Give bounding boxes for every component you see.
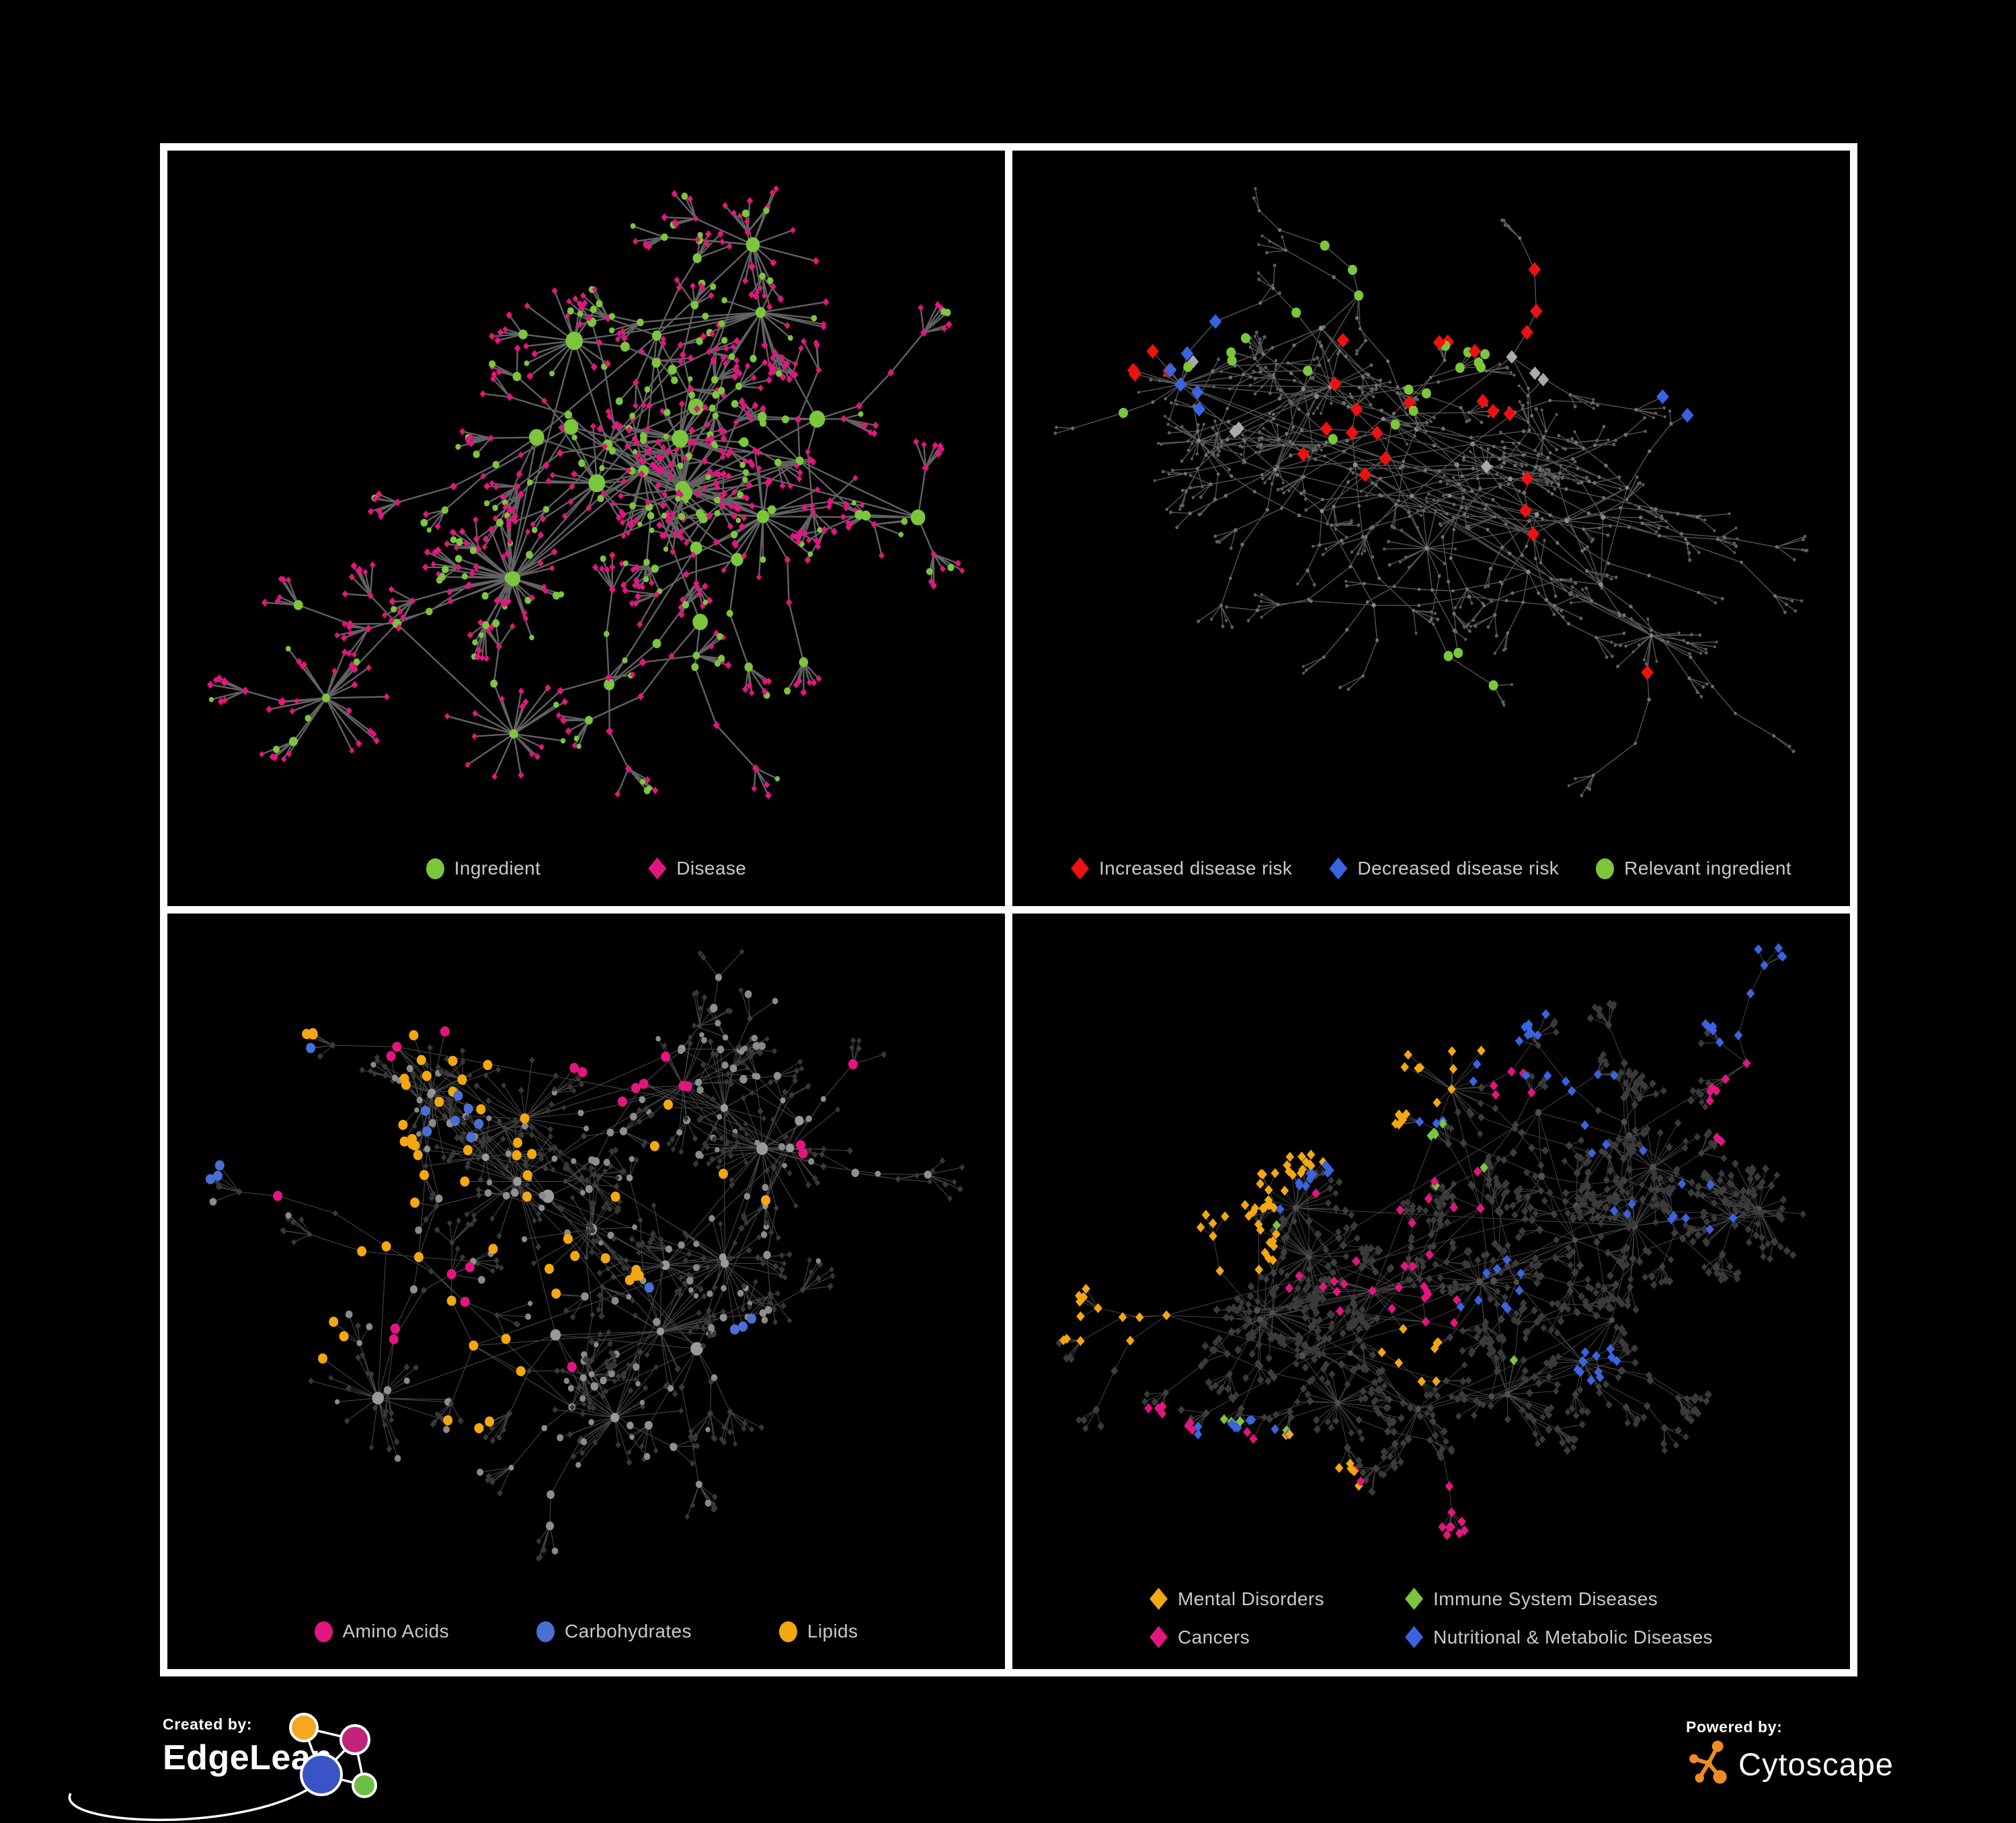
- legend-label: Lipids: [807, 1621, 858, 1642]
- legend-label: Cancers: [1178, 1626, 1250, 1648]
- disease-risk-network-graph: [1053, 187, 1809, 797]
- ingredient-disease-network-graph: [206, 185, 965, 800]
- panels-frame: Ingredient Disease Increased disease risk…: [160, 143, 1857, 1676]
- diamond-symbol: [1070, 857, 1089, 880]
- panel-disease-classes: Mental Disorders Immune System Diseases Ca…: [1012, 914, 1850, 1669]
- legend-item-amino-acids: Amino Acids: [314, 1621, 450, 1642]
- legend-item-carbohydrates: Carbohydrates: [536, 1621, 692, 1642]
- diamond-symbol: [1329, 857, 1348, 880]
- legend-label: Amino Acids: [342, 1621, 450, 1642]
- diamond-symbol: [1405, 1626, 1424, 1648]
- edgeleap-node-orange: [289, 1713, 319, 1742]
- cytoscape-logo-row: Cytoscape: [1686, 1739, 1968, 1789]
- legend-nutrient-classes: Amino Acids Carbohydrates Lipids: [167, 1594, 1005, 1669]
- powered-by-label: Powered by:: [1686, 1718, 1783, 1736]
- diamond-symbol: [1405, 1588, 1424, 1610]
- edgeleap-node-blue: [300, 1753, 343, 1796]
- cytoscape-node: [1711, 1740, 1724, 1752]
- legend-item-ingredient: Ingredient: [426, 858, 541, 879]
- legend-label: Ingredient: [454, 858, 541, 879]
- nutrient-class-network-graph: [205, 948, 965, 1562]
- legend-label: Carbohydrates: [565, 1621, 692, 1642]
- cytoscape-node: [1705, 1760, 1712, 1767]
- diamond-symbol: [1150, 1588, 1168, 1610]
- legend-item-relevant-ingredient: Relevant ingredient: [1596, 858, 1791, 879]
- circle-symbol: [314, 1621, 333, 1642]
- legend-label: Decreased disease risk: [1357, 858, 1560, 879]
- legend-label: Immune System Diseases: [1433, 1588, 1658, 1609]
- legend-disease-classes: Mental Disorders Immune System Diseases Ca…: [1012, 1567, 1850, 1669]
- circle-symbol: [426, 858, 444, 879]
- legend-label: Relevant ingredient: [1624, 858, 1792, 879]
- circle-symbol: [536, 1621, 555, 1642]
- edgeleap-swoosh: [68, 1784, 315, 1822]
- panel-ingredient-disease: Ingredient Disease: [167, 151, 1005, 906]
- legend-item-cancers: Cancers: [1150, 1626, 1324, 1648]
- diamond-symbol: [1150, 1626, 1168, 1648]
- panel-nutrient-classes: Amino Acids Carbohydrates Lipids: [167, 914, 1005, 1669]
- legend-item-nutritional-metabolic-diseases: Nutritional & Metabolic Diseases: [1405, 1626, 1713, 1648]
- cytoscape-node: [1695, 1773, 1704, 1783]
- diamond-symbol: [648, 857, 667, 880]
- legend-item-lipids: Lipids: [778, 1621, 858, 1642]
- cytoscape-brand-text: Cytoscape: [1738, 1746, 1894, 1782]
- legend-label: Disease: [676, 858, 747, 879]
- legend-label: Nutritional & Metabolic Diseases: [1433, 1626, 1713, 1648]
- panel-disease-risk: Increased disease risk Decreased disease …: [1012, 151, 1850, 906]
- edgeleap-node-green: [352, 1773, 377, 1798]
- created-by-label: Created by:: [163, 1715, 253, 1733]
- powered-by-block: Powered by: Cytoscape: [1686, 1718, 1968, 1812]
- edgeleap-logo-icon: [68, 1713, 377, 1822]
- legend-item-immune-system-diseases: Immune System Diseases: [1405, 1588, 1713, 1610]
- disease-class-network-graph: [1055, 943, 1806, 1540]
- created-by-block: Created by: EdgeLeap: [68, 1713, 485, 1823]
- legend-item-mental-disorders: Mental Disorders: [1150, 1588, 1324, 1610]
- legend-label: Mental Disorders: [1178, 1588, 1325, 1609]
- legend-item-disease: Disease: [648, 857, 747, 880]
- legend-disease-risk: Increased disease risk Decreased disease …: [1012, 831, 1850, 906]
- cytoscape-node: [1713, 1770, 1727, 1784]
- cytoscape-logo-icon: [1689, 1740, 1727, 1784]
- legend-ingredient-disease: Ingredient Disease: [167, 831, 1005, 906]
- legend-item-decreased-disease-risk: Decreased disease risk: [1329, 857, 1560, 880]
- cytoscape-node: [1689, 1754, 1699, 1764]
- legend-label: Increased disease risk: [1098, 858, 1293, 879]
- circle-symbol: [778, 1621, 797, 1642]
- circle-symbol: [1596, 858, 1615, 879]
- legend-item-increased-disease-risk: Increased disease risk: [1070, 857, 1293, 880]
- edgeleap-node-pink: [339, 1724, 370, 1755]
